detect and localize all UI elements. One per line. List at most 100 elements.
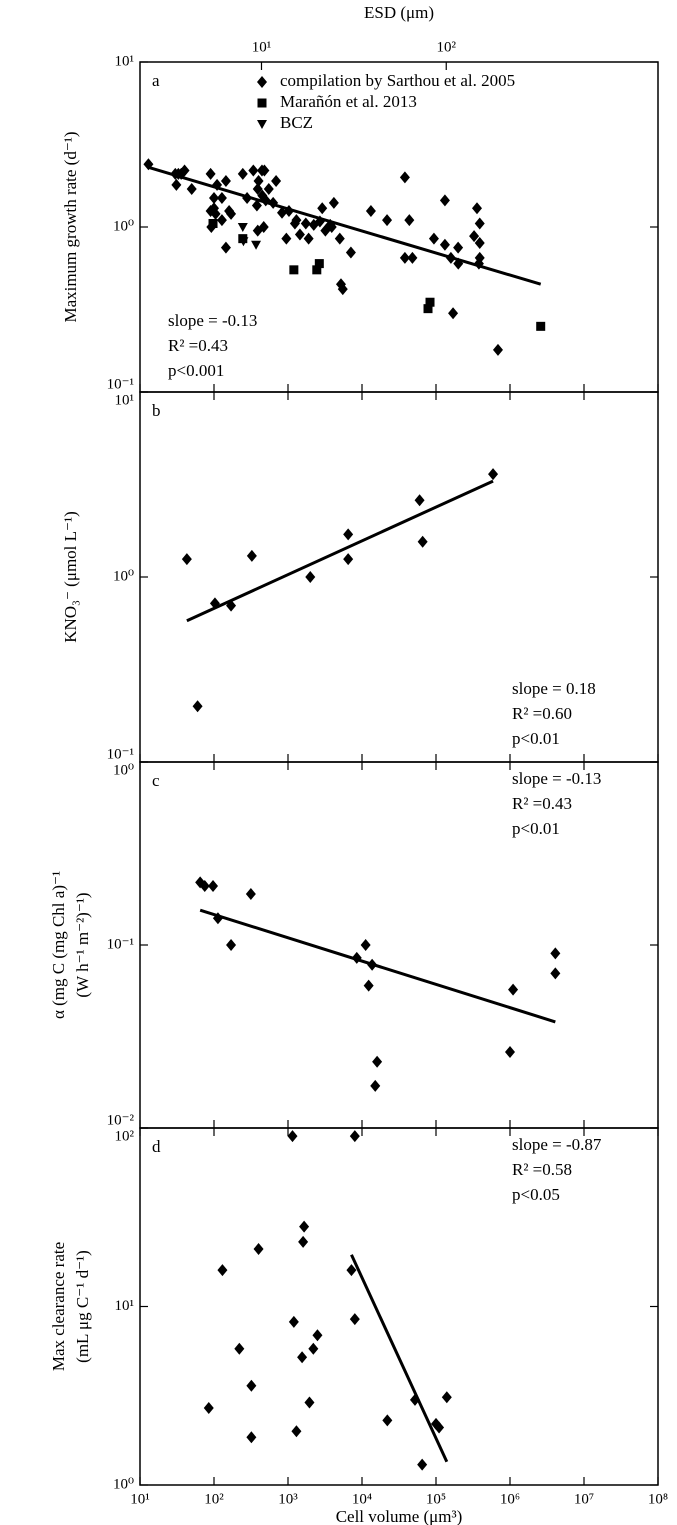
diamond-marker [345,246,356,259]
diamond-marker [407,251,418,264]
fit-line [148,165,542,286]
diamond-marker [404,214,415,227]
annotation: p<0.001 [168,361,224,380]
diamond-marker [428,232,439,245]
diamond-marker [299,1220,310,1233]
square-marker [312,265,322,275]
diamond-marker [471,202,482,215]
annotation: slope = -0.87 [512,1135,602,1154]
y-axis-label: (W h⁻¹ m⁻²)⁻¹) [73,892,92,997]
diamond-marker [220,175,231,188]
annotation: p<0.01 [512,729,560,748]
diamond-marker [346,1264,357,1277]
diamond-marker [246,1431,257,1444]
y-tick-label: 10¹ [115,1298,135,1314]
legend-marker [257,76,267,88]
y-axis-label: KNO₃⁻ (μmol L⁻¹) [61,511,80,643]
y-tick-label: 10⁰ [113,568,134,584]
diamond-marker [474,236,485,249]
diamond-marker [300,217,311,230]
diamond-marker [288,1315,299,1328]
diamond-marker [492,343,503,356]
diamond-marker [253,1242,264,1255]
triangle-marker [237,223,248,232]
panel-label: d [152,1137,161,1156]
y-axis-label: (mL μg C⁻¹ d⁻¹) [73,1250,92,1363]
diamond-marker [179,164,190,177]
diamond-marker [208,880,219,893]
diamond-marker [252,182,263,195]
diamond-marker [382,214,393,227]
x-tick-label: 10⁸ [648,1491,668,1507]
diamond-marker [370,1079,381,1092]
x-tick-label: 10⁶ [500,1491,520,1507]
diamond-marker [237,167,248,180]
legend-marker [257,98,267,108]
diamond-marker [246,1379,257,1392]
annotation: R² =0.43 [512,794,572,813]
y-tick-label: 10⁻¹ [107,376,134,392]
square-marker [208,219,218,229]
diamond-marker [199,880,210,893]
diamond-marker [550,967,561,980]
annotation: p<0.01 [512,819,560,838]
square-marker [423,304,433,314]
x-tick-label: 10⁴ [352,1491,372,1507]
diamond-marker [439,194,450,207]
triangle-marker [238,237,249,247]
diamond-marker [448,307,459,320]
triangle-marker [251,240,262,250]
diamond-marker [217,1264,228,1277]
diamond-marker [253,175,264,188]
diamond-marker [298,1235,309,1248]
diamond-marker [363,979,374,992]
diamond-marker [337,283,348,296]
x-tick-label: 10¹ [130,1491,150,1507]
diamond-marker [349,1130,360,1143]
diamond-marker [365,205,376,218]
diamond-marker [334,232,345,245]
x-tick-label: 10⁷ [574,1491,594,1507]
diamond-marker [220,241,231,254]
diamond-marker [271,175,282,188]
diamond-marker [434,1421,445,1434]
square-marker [314,259,324,269]
x-tick-label: 10³ [278,1491,298,1507]
y-axis-label: Maximum growth rate (d⁻¹) [61,131,80,322]
diamond-marker [291,214,302,227]
y-tick-label: 10¹ [115,53,135,69]
square-marker [425,297,435,307]
diamond-marker [277,206,288,219]
diamond-marker [287,1130,298,1143]
diamond-marker [251,199,262,212]
x-tick-label: 10² [204,1491,224,1507]
annotation: slope = 0.18 [512,679,596,698]
diamond-marker [186,182,197,195]
square-marker [536,321,546,331]
diamond-marker [304,1396,315,1409]
diamond-marker [343,553,354,566]
diamond-marker [488,468,499,481]
diamond-marker [349,1313,360,1326]
y-tick-label: 10² [115,1128,135,1144]
annotation: slope = -0.13 [512,769,601,788]
diamond-marker [439,238,450,251]
diamond-marker [226,939,237,951]
diamond-marker [245,887,256,900]
y-tick-label: 10⁻¹ [107,936,134,952]
fit-line [350,1254,449,1463]
square-marker [289,265,299,275]
plot-frame [139,391,659,763]
fit-line [186,479,494,623]
diamond-marker [312,1329,323,1342]
diamond-marker [360,939,371,951]
diamond-marker [234,1342,245,1355]
panel-label: b [152,401,161,420]
diamond-marker [550,947,561,960]
diamond-marker [382,1414,393,1427]
y-tick-label: 10¹ [115,392,135,408]
legend-label: BCZ [280,113,313,132]
diamond-marker [441,1391,452,1404]
y-tick-label: 10⁰ [113,1476,134,1492]
